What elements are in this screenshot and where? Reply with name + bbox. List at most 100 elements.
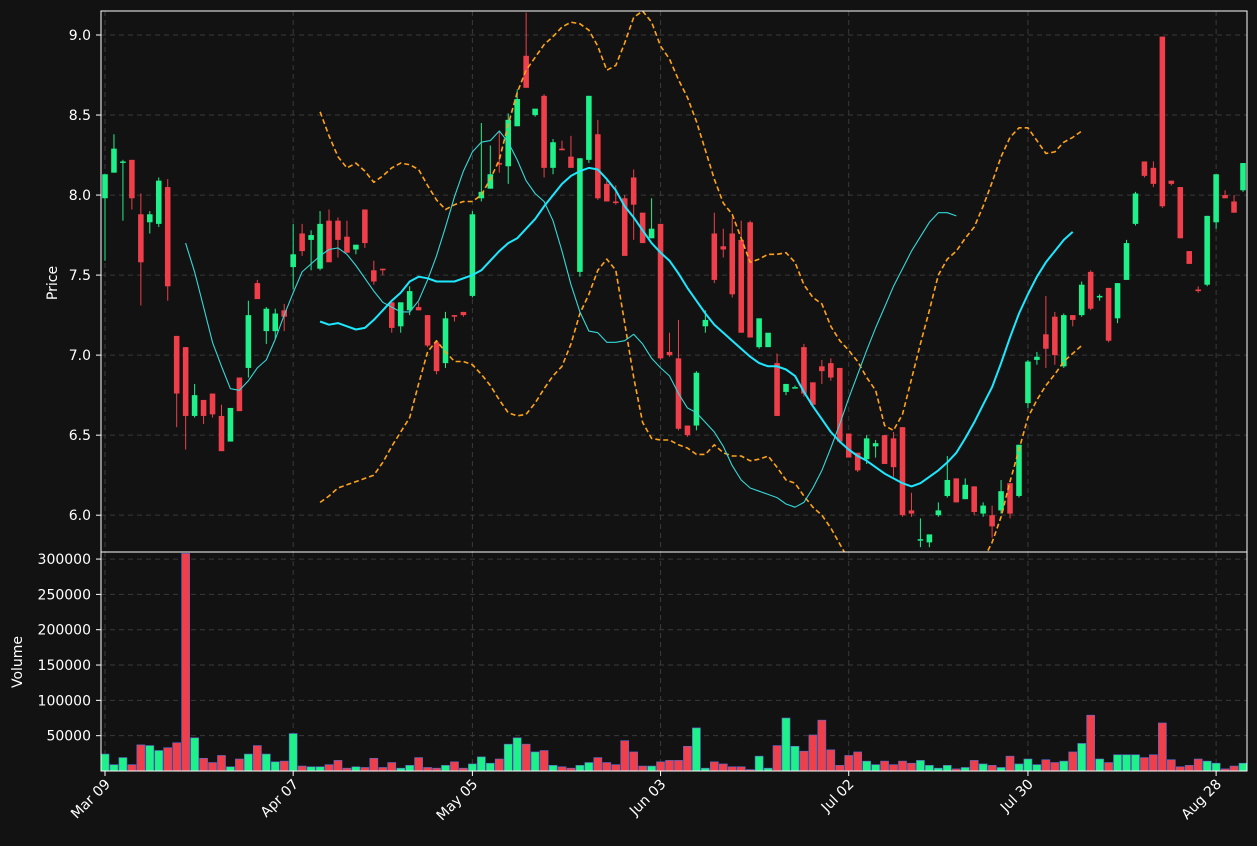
volume-bar bbox=[297, 765, 307, 772]
volume-tick-label: 200000 bbox=[38, 623, 91, 639]
volume-bar bbox=[378, 767, 388, 772]
volume-bar bbox=[853, 751, 863, 772]
candle-body bbox=[1114, 283, 1121, 319]
candle-body bbox=[1231, 201, 1237, 213]
candle-body bbox=[451, 315, 458, 317]
volume-tick-label: 300000 bbox=[38, 552, 91, 568]
candle-body bbox=[541, 95, 547, 168]
volume-bar bbox=[288, 733, 298, 772]
volume-bar bbox=[871, 764, 880, 772]
candle-body bbox=[182, 347, 189, 416]
candle-body bbox=[532, 108, 538, 116]
candle-body bbox=[854, 452, 861, 471]
candle-body bbox=[577, 158, 583, 272]
volume-bar bbox=[835, 765, 845, 772]
candle-body bbox=[397, 302, 404, 327]
candle-body bbox=[711, 233, 718, 280]
volume-bar bbox=[261, 753, 271, 772]
candle-body bbox=[138, 214, 144, 263]
volume-bar bbox=[405, 765, 414, 772]
volume-bar bbox=[1158, 722, 1167, 772]
volume-bar bbox=[136, 744, 146, 772]
volume-bar bbox=[1131, 754, 1140, 772]
price-tick-label: 9.0 bbox=[69, 28, 91, 44]
volume-bar bbox=[781, 717, 791, 772]
candle-body bbox=[845, 433, 852, 458]
candle-body bbox=[1141, 161, 1148, 176]
candle-body bbox=[917, 539, 924, 541]
candle-body bbox=[442, 318, 449, 364]
candle-body bbox=[962, 484, 968, 500]
candle-body bbox=[299, 233, 305, 252]
volume-bar bbox=[629, 751, 639, 772]
candle-body bbox=[738, 239, 744, 333]
panel-frames bbox=[100, 10, 1248, 772]
candle-body bbox=[863, 438, 870, 460]
volume-bar bbox=[1041, 759, 1051, 772]
volume-bar bbox=[960, 767, 970, 772]
candles-group bbox=[102, 12, 1246, 548]
candle-body bbox=[810, 382, 816, 405]
volume-bar bbox=[333, 760, 343, 772]
volume-bar bbox=[1238, 762, 1248, 772]
volume-bar bbox=[584, 762, 594, 772]
volume-bar bbox=[387, 762, 397, 772]
volume-bar bbox=[190, 737, 199, 772]
candle-body bbox=[702, 319, 709, 327]
volume-bar bbox=[674, 760, 683, 772]
volume-bar bbox=[754, 755, 764, 772]
candle-body bbox=[944, 479, 951, 496]
volume-bar bbox=[127, 764, 137, 772]
candle-body bbox=[568, 156, 574, 168]
volume-bar bbox=[485, 762, 495, 772]
candle-body bbox=[774, 363, 780, 416]
candle-body bbox=[1240, 163, 1246, 191]
candle-body bbox=[604, 183, 610, 202]
candle-body bbox=[881, 435, 888, 464]
volume-bar bbox=[244, 753, 253, 772]
volume-tick-label: 150000 bbox=[38, 658, 91, 674]
candle-body bbox=[164, 187, 171, 287]
candle-body bbox=[872, 443, 879, 447]
price-panel-frame bbox=[100, 10, 1248, 553]
volume-bar bbox=[181, 553, 190, 772]
x-tick-label: Jul 02 bbox=[818, 777, 858, 817]
volume-bar bbox=[503, 743, 513, 772]
bollinger-upper-line bbox=[319, 11, 1083, 432]
volume-bar bbox=[1211, 762, 1221, 772]
volume-bar bbox=[145, 745, 155, 772]
volume-bar bbox=[1229, 765, 1239, 772]
candle-body bbox=[819, 366, 825, 372]
candle-body bbox=[487, 174, 494, 189]
volume-bar bbox=[880, 760, 889, 772]
volume-bar bbox=[521, 743, 531, 772]
candle-body bbox=[371, 270, 377, 282]
candle-body bbox=[648, 228, 655, 239]
candle-body bbox=[209, 393, 216, 415]
candle-body bbox=[729, 233, 736, 295]
volume-bar bbox=[1023, 758, 1033, 772]
candle-body bbox=[765, 332, 771, 348]
volume-bar bbox=[1166, 759, 1176, 772]
candle-body bbox=[1078, 284, 1085, 316]
candle-body bbox=[989, 515, 995, 527]
volume-bar bbox=[539, 750, 549, 772]
volume-bar bbox=[1005, 755, 1015, 772]
volume-bar bbox=[575, 765, 585, 772]
candle-body bbox=[254, 283, 261, 300]
volume-bar bbox=[172, 742, 182, 772]
candle-body bbox=[281, 310, 287, 317]
candle-body bbox=[612, 201, 619, 204]
moving-average-slow-line bbox=[319, 166, 1074, 488]
candle-body bbox=[173, 335, 180, 394]
volume-bar bbox=[969, 760, 979, 772]
x-tick-labels: Mar 09 Apr 07 May 05 Jun 03 Jul 02 Jul 30 Aug … bbox=[68, 777, 1225, 825]
volume-ytick-labels: 50000 100000 150000 200000 250000 300000 bbox=[38, 552, 91, 745]
candle-body bbox=[514, 99, 520, 127]
candle-body bbox=[191, 395, 198, 416]
volume-bar bbox=[468, 763, 477, 772]
candle-body bbox=[111, 148, 117, 173]
volume-bar bbox=[163, 747, 173, 772]
volume-bar bbox=[638, 765, 647, 772]
